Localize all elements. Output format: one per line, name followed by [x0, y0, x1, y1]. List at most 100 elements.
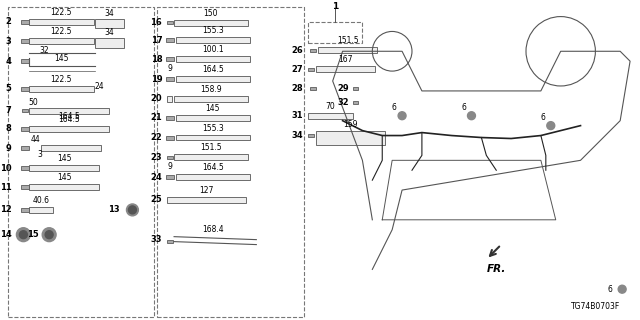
Text: 21: 21 — [150, 113, 162, 122]
Bar — [21, 147, 29, 150]
Text: 2: 2 — [6, 17, 12, 26]
Text: 33: 33 — [150, 235, 162, 244]
Text: 25: 25 — [150, 196, 162, 204]
Bar — [353, 101, 358, 104]
Text: 127: 127 — [200, 186, 214, 195]
Bar — [95, 19, 125, 28]
Bar — [29, 86, 94, 92]
Text: 168.4: 168.4 — [202, 225, 223, 234]
Text: 151.5: 151.5 — [200, 143, 221, 152]
Bar — [29, 165, 99, 171]
Circle shape — [618, 285, 626, 293]
Bar — [310, 49, 316, 52]
Text: 6: 6 — [608, 285, 612, 294]
Bar — [176, 115, 250, 121]
Bar — [316, 66, 375, 72]
Bar — [318, 47, 378, 53]
Text: 24: 24 — [95, 82, 104, 91]
Bar — [174, 96, 248, 102]
Bar — [21, 127, 29, 131]
Bar — [176, 37, 250, 43]
Text: 145: 145 — [205, 104, 220, 113]
Text: 27: 27 — [291, 65, 303, 74]
Bar — [166, 77, 174, 81]
Text: 16: 16 — [150, 18, 162, 27]
Text: 100.1: 100.1 — [202, 45, 223, 54]
Text: 155.3: 155.3 — [202, 124, 223, 132]
Circle shape — [129, 206, 136, 214]
Bar — [166, 175, 174, 179]
Bar — [21, 185, 29, 189]
Text: 9: 9 — [168, 64, 173, 73]
Bar — [29, 19, 94, 25]
Text: 34: 34 — [291, 131, 303, 140]
Circle shape — [467, 112, 476, 120]
Bar — [167, 21, 173, 24]
Text: 122.5: 122.5 — [51, 75, 72, 84]
Bar — [21, 39, 29, 43]
Text: 70: 70 — [325, 102, 335, 111]
Text: 9: 9 — [168, 162, 173, 171]
Bar — [308, 21, 362, 43]
Text: 18: 18 — [150, 55, 162, 64]
Bar — [166, 116, 174, 120]
Bar — [157, 7, 304, 317]
Bar — [29, 38, 94, 44]
Text: 164.5: 164.5 — [58, 112, 80, 121]
Text: 3: 3 — [6, 37, 12, 46]
Text: 10: 10 — [0, 164, 12, 173]
Bar — [21, 166, 29, 170]
Text: 122.5: 122.5 — [51, 8, 72, 17]
Bar — [29, 126, 109, 132]
Circle shape — [45, 231, 53, 239]
Bar — [316, 131, 385, 146]
Text: 19: 19 — [150, 75, 162, 84]
Text: 1: 1 — [332, 2, 338, 11]
Bar — [167, 156, 173, 159]
Text: 4: 4 — [6, 57, 12, 66]
Text: 9: 9 — [6, 144, 12, 153]
Text: 6: 6 — [540, 113, 545, 122]
Text: 6: 6 — [392, 103, 397, 112]
Bar — [308, 134, 314, 137]
Bar — [41, 146, 100, 151]
Text: 44: 44 — [30, 135, 40, 144]
Text: 28: 28 — [291, 84, 303, 93]
Circle shape — [19, 231, 28, 239]
Text: 40.6: 40.6 — [33, 196, 50, 205]
Bar — [176, 134, 250, 140]
Bar — [21, 208, 29, 212]
Text: 32: 32 — [39, 46, 49, 55]
Text: 31: 31 — [291, 111, 303, 120]
Text: 12: 12 — [0, 205, 12, 214]
Bar — [174, 154, 248, 160]
Text: 164.5: 164.5 — [202, 65, 223, 74]
Text: 34: 34 — [105, 9, 115, 18]
Bar — [308, 113, 353, 119]
Text: 23: 23 — [150, 153, 162, 162]
Text: 29: 29 — [338, 84, 349, 93]
Text: 50: 50 — [28, 98, 38, 107]
Text: FR.: FR. — [486, 264, 506, 275]
Circle shape — [547, 122, 555, 130]
Bar — [22, 109, 28, 112]
Circle shape — [42, 228, 56, 242]
Text: 32: 32 — [338, 98, 349, 107]
Bar — [308, 68, 314, 71]
Circle shape — [17, 228, 30, 242]
Text: 159: 159 — [343, 120, 358, 129]
Text: 122.5: 122.5 — [51, 28, 72, 36]
Text: 3: 3 — [37, 150, 42, 159]
Text: 158.9: 158.9 — [200, 85, 221, 94]
Text: 15: 15 — [28, 230, 39, 239]
Bar — [29, 108, 109, 114]
Text: 145: 145 — [57, 173, 71, 182]
Text: 6: 6 — [461, 103, 466, 112]
Text: 24: 24 — [150, 173, 162, 182]
Bar — [167, 96, 172, 102]
Text: 7: 7 — [6, 106, 12, 115]
Bar — [166, 57, 174, 61]
Text: 167: 167 — [339, 55, 353, 64]
Bar — [8, 7, 154, 317]
Text: 26: 26 — [291, 46, 303, 55]
